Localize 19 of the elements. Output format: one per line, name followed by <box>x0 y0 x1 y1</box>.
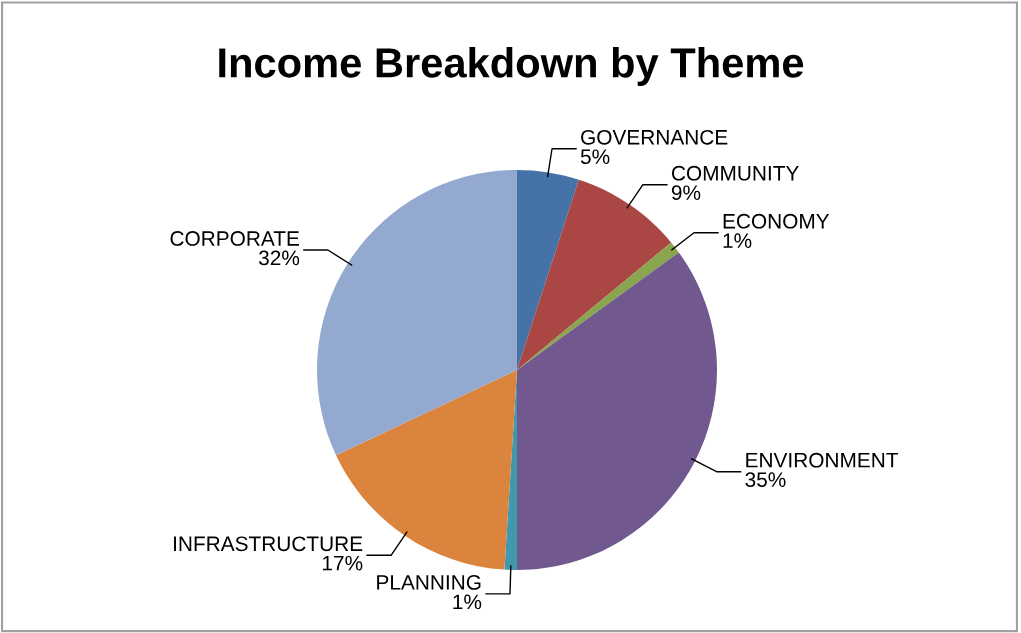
slice-label: CORPORATE <box>170 231 299 246</box>
pie-slice <box>517 170 579 370</box>
data-label: 1% <box>453 594 482 610</box>
slice-label: ENVIRONMENT <box>746 452 899 468</box>
chart-title: Income Breakdown by Theme <box>219 47 804 86</box>
pie-slice <box>517 252 717 570</box>
data-label: 1% <box>723 233 752 248</box>
data-label: 35% <box>745 472 786 487</box>
data-label: 32% <box>258 250 300 266</box>
pie-slice <box>517 179 672 370</box>
data-label: 17% <box>322 555 363 571</box>
slice-label: INFRASTRUCTURE <box>174 536 363 552</box>
slice-label: COMMUNITY <box>671 165 799 181</box>
slice-label: ECONOMY <box>723 213 830 229</box>
pie-slice <box>317 170 517 456</box>
data-label: 9% <box>671 185 701 201</box>
slice-label: GOVERNANCE <box>581 129 728 145</box>
slice-label: PLANNING <box>377 575 481 590</box>
data-label: 5% <box>580 149 610 165</box>
